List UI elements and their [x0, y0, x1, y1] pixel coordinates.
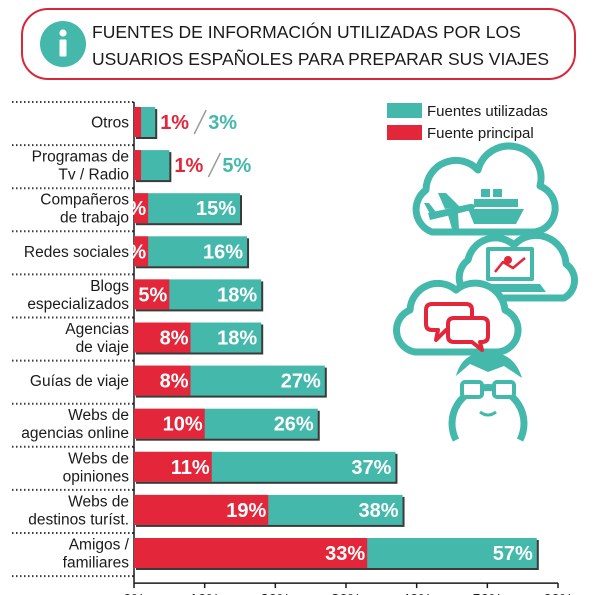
category-label-line: Blogs — [90, 278, 129, 295]
category-label-line: Agencias — [65, 321, 129, 338]
category-label-line: agencias online — [21, 425, 129, 442]
category-label: Webs de opiniones — [63, 450, 130, 485]
legend-label-utilizadas: Fuentes utilizadas — [427, 103, 548, 120]
data-label-principal: 1% — [174, 155, 203, 177]
legend-label-principal: Fuente principal — [427, 125, 534, 142]
chat-bubbles-icon — [424, 302, 490, 352]
person-glasses-icon — [448, 352, 528, 442]
data-label-utilizadas: 5% — [222, 155, 251, 177]
ship-icon — [468, 189, 524, 224]
bar-fuentes-utilizadas — [134, 193, 240, 224]
category-label: Redes sociales — [24, 244, 129, 261]
info-icon — [40, 21, 86, 67]
x-tick-label: 10% — [190, 591, 220, 595]
category-label-line: de viaje — [76, 339, 129, 356]
data-label-utilizadas: 26% — [274, 414, 314, 436]
data-label-utilizadas: 37% — [351, 457, 391, 479]
bar-fuente-principal — [134, 279, 170, 310]
data-label-principal: 8% — [160, 328, 189, 350]
data-label-principal: 11% — [171, 457, 210, 479]
category-label: Amigos / familiares — [63, 537, 130, 572]
category-label-line: Webs de — [68, 407, 129, 424]
data-label-principal: 10% — [163, 414, 203, 436]
bar-fuente-principal — [134, 193, 149, 224]
x-tick-label: 20% — [260, 591, 290, 595]
x-tick-label: 60% — [543, 591, 573, 595]
bar-fuente-principal — [134, 150, 142, 181]
category-label-line: Webs de — [68, 450, 129, 467]
category-label-line: opiniones — [63, 468, 130, 485]
header-frame — [21, 8, 576, 80]
airplane-icon — [424, 193, 475, 229]
data-label-principal: 2% — [117, 241, 146, 263]
category-label: Agencias de viaje — [65, 321, 129, 356]
bar-fuente-principal — [134, 322, 191, 353]
bar-fuente-principal — [134, 408, 205, 439]
header: FUENTES DE INFORMACIÓN UTILIZADAS POR LO… — [21, 8, 576, 80]
category-label: Blogs especializados — [27, 278, 129, 313]
category-label: Webs de destinos turíst. — [28, 493, 129, 528]
data-label-utilizadas: 57% — [493, 543, 533, 565]
category-label-line: Redes sociales — [24, 244, 129, 261]
category-label: Otros — [91, 115, 129, 132]
category-label-line: Compañeros — [40, 192, 129, 209]
category-label-line: destinos turíst. — [28, 511, 129, 528]
x-tick-label: 40% — [402, 591, 432, 595]
x-tick-label: 0% — [123, 591, 145, 595]
data-label-utilizadas: 16% — [203, 241, 243, 263]
category-label-line: Webs de — [68, 493, 129, 510]
x-tick-label: 30% — [331, 591, 361, 595]
title-line-1: FUENTES DE INFORMACIÓN UTILIZADAS POR LO… — [92, 21, 521, 42]
data-label-principal: 2% — [117, 198, 146, 220]
category-label: Programas de Tv / Radio — [32, 149, 129, 184]
data-label-utilizadas: 18% — [217, 284, 257, 306]
category-label-line: Tv / Radio — [58, 167, 129, 184]
category-label-line: Otros — [91, 115, 129, 132]
bar-fuente-principal — [134, 538, 368, 568]
data-label-utilizadas: 3% — [208, 112, 237, 134]
legend-swatch-principal — [387, 125, 422, 140]
data-labels: 1% 3%1% 5%2% 15%2% 16%5% 18%8% 18%8% 27%10% 26%1… — [117, 109, 533, 565]
category-label-line: Guías de viaje — [30, 373, 129, 390]
bar-fuente-principal — [134, 236, 149, 267]
category-label-line: de trabajo — [60, 210, 129, 227]
category-label-line: Programas de — [32, 149, 129, 166]
legend-swatch-utilizadas — [387, 103, 422, 118]
data-label-principal: 5% — [138, 284, 167, 306]
data-label-utilizadas: 27% — [281, 371, 321, 393]
bar-fuente-principal — [134, 494, 269, 525]
title-line-2: USUARIOS ESPAÑOLES PARA PREPARAR SUS VIA… — [92, 48, 549, 69]
category-label: Webs de agencias online — [21, 407, 129, 442]
category-label: Compañeros de trabajo — [40, 192, 129, 227]
bar-fuente-principal — [134, 107, 142, 137]
data-label-utilizadas: 18% — [217, 328, 257, 350]
bar-fuentes-utilizadas — [134, 236, 248, 267]
data-label-utilizadas: 15% — [196, 198, 236, 220]
data-label-utilizadas: 38% — [359, 500, 399, 522]
category-label-line: especializados — [27, 296, 129, 313]
x-tick-label: 50% — [472, 591, 502, 595]
category-label: Guías de viaje — [30, 373, 129, 390]
label-separator — [207, 152, 222, 178]
bars — [134, 107, 539, 570]
label-separator — [193, 109, 207, 135]
category-label-line: familiares — [63, 555, 130, 572]
data-label-principal: 8% — [160, 371, 189, 393]
category-label-line: Amigos / — [69, 537, 130, 554]
bar-fuente-principal — [134, 365, 191, 396]
data-label-principal: 1% — [160, 112, 189, 134]
illustration — [393, 142, 579, 442]
bar-fuente-principal — [134, 451, 212, 482]
data-label-principal: 33% — [325, 543, 365, 565]
legend: Fuentes utilizadas Fuente principal — [387, 103, 548, 142]
data-label-principal: 19% — [226, 500, 266, 522]
